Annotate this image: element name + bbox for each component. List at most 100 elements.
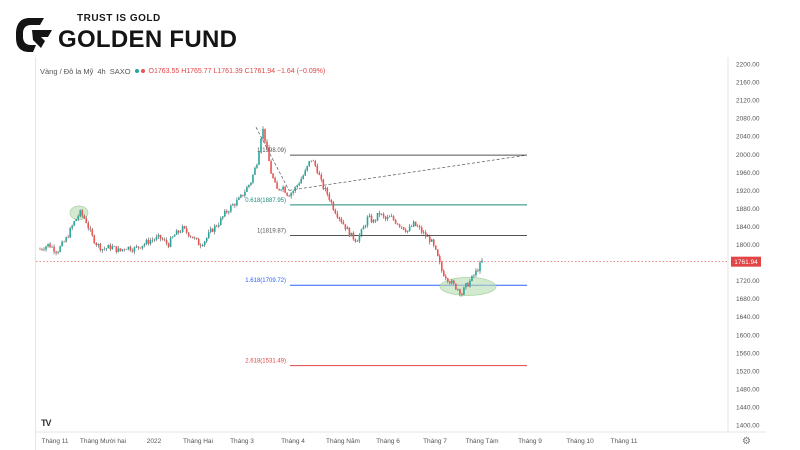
candle-body [286,192,288,196]
candle-body [262,128,264,139]
candle-body [366,216,369,226]
candle-body [250,182,252,185]
candle-body [165,239,168,244]
candle-body [430,239,433,242]
candle-body [177,230,180,233]
y-tick-label: 1720.00 [736,278,760,285]
x-tick-label: Tháng Tám [465,438,498,445]
x-tick-label: Tháng 9 [518,438,542,445]
candle-body [314,161,317,166]
y-tick-label: 1680.00 [736,296,760,303]
candle-body [117,248,120,253]
candle-body [276,182,278,189]
y-tick-label: 2000.00 [736,152,760,159]
candle-body [306,166,309,171]
candle-body [169,237,172,247]
y-tick-label: 2120.00 [736,98,760,105]
candle-body [378,212,381,215]
candle-body [103,248,106,250]
candle-body [479,262,481,272]
candle-body [69,228,71,238]
candle-body [282,186,284,190]
candle-body [455,283,457,290]
candle-body [173,234,176,237]
candle-body [384,216,387,220]
symbol-name[interactable]: Vàng / Đô la Mỹ [40,67,94,76]
candle-body [242,194,244,196]
candle-body [107,245,110,249]
candle-body [220,218,222,225]
candle-body [449,281,451,284]
fib-level-label: 1(1998.09) [257,148,286,154]
candle-body [278,188,280,191]
candle-body [372,219,375,223]
candle-body [298,183,300,186]
candle-body [232,204,234,206]
candle-body [149,240,152,244]
candle-body [332,202,335,211]
candle-body [105,248,108,249]
candle-body [404,229,407,232]
candle-body [481,260,483,263]
brand-name: GOLDEN FUND [58,26,238,53]
y-tick-label: 1480.00 [736,386,760,393]
x-tick-label: Tháng 10 [566,438,594,445]
candle-body [358,234,361,242]
candle-body [453,280,455,284]
candle-body [437,249,439,257]
chart-frame [35,57,767,450]
candle-body [459,289,461,294]
y-tick-label: 1400.00 [736,423,760,430]
candle-body [43,249,45,251]
candle-body [155,236,158,240]
y-tick-label: 2200.00 [736,62,760,69]
candle-body [77,216,79,220]
candle-body [216,225,218,227]
candle-body [201,245,204,247]
gear-icon[interactable]: ⚙ [742,436,751,447]
candle-body [388,216,391,218]
candle-body [147,239,150,244]
candle-body [272,173,274,179]
candle-body [113,246,116,247]
candle-body [207,232,210,238]
candle-body [302,175,304,179]
candle-body [57,251,59,253]
interval-label[interactable]: 4h [97,67,106,76]
candle-body [181,226,184,232]
candle-body [211,228,214,232]
candle-body [47,243,49,247]
candle-body [266,141,268,148]
candle-body [274,178,276,183]
candle-body [55,251,57,253]
candle-body [185,228,188,233]
candle-body [304,170,306,176]
y-tick-label: 1880.00 [736,206,760,213]
y-tick-label: 1440.00 [736,404,760,411]
candle-body [141,245,144,249]
candle-body [330,200,333,203]
x-tick-label: Tháng Mười hai [80,438,126,445]
candle-body [193,237,196,239]
candle-body [410,226,413,228]
candle-body [95,243,98,246]
candle-body [89,228,92,230]
candle-body [465,283,467,288]
candle-body [63,241,65,243]
candle-body [300,178,302,184]
candle-body [61,241,63,247]
last-price-tag [731,256,761,267]
candle-body [326,187,329,195]
candle-body [374,219,377,221]
candle-body [256,164,258,168]
candle-body [296,185,298,188]
candle-body [356,241,359,242]
candle-body [334,210,337,214]
candle-body [447,278,449,282]
candle-body [171,236,174,238]
candle-body [83,215,85,219]
candle-body [238,197,240,200]
candle-body [394,219,397,224]
candle-body [475,270,477,276]
